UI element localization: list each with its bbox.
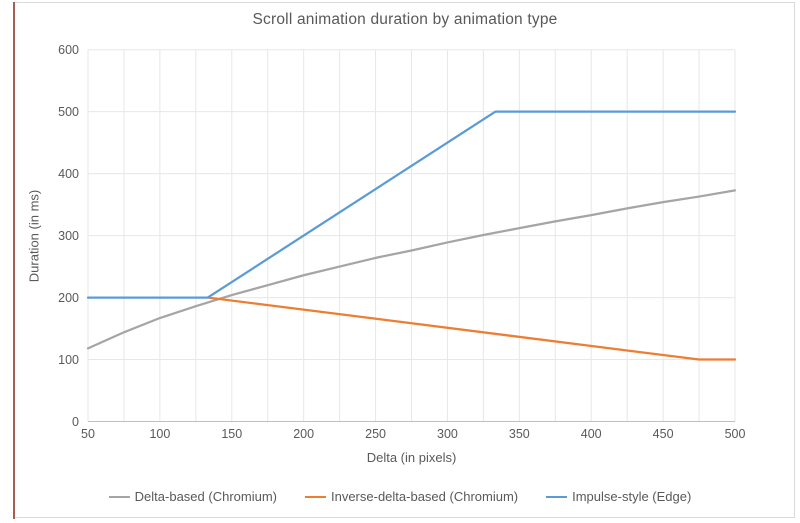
x-tick-label: 400 (581, 427, 602, 441)
y-tick-label: 100 (58, 353, 79, 367)
legend: Delta-based (Chromium) Inverse-delta-bas… (0, 489, 800, 504)
legend-item-delta-based: Delta-based (Chromium) (108, 489, 277, 504)
x-tick-label: 500 (725, 427, 746, 441)
x-tick-label: 300 (437, 427, 458, 441)
chart-title: Scroll animation duration by animation t… (252, 11, 558, 28)
x-tick-label: 250 (365, 427, 386, 441)
x-tick-label: 200 (293, 427, 314, 441)
legend-label: Impulse-style (Edge) (572, 489, 692, 504)
y-tick-label: 0 (72, 415, 79, 429)
legend-item-impulse-style: Impulse-style (Edge) (546, 489, 691, 504)
series-line-delta-based-chromium- (86, 189, 737, 350)
legend-label: Delta-based (Chromium) (134, 489, 277, 504)
x-tick-label: 450 (653, 427, 674, 441)
legend-line-swatch (546, 495, 568, 498)
x-tick-label: 100 (149, 427, 170, 441)
series-line-impulse-style-edge- (86, 110, 737, 299)
x-tick-label: 350 (509, 427, 530, 441)
y-tick-label: 200 (58, 291, 79, 305)
x-tick-label: 150 (221, 427, 242, 441)
legend-line-swatch (108, 495, 130, 498)
y-axis-title: Duration (in ms) (26, 189, 42, 283)
legend-item-inverse-delta-based: Inverse-delta-based (Chromium) (304, 489, 519, 504)
x-tick-label: 50 (81, 427, 95, 441)
legend-label: Inverse-delta-based (Chromium) (330, 489, 519, 504)
y-tick-label: 400 (58, 167, 79, 181)
y-tick-label: 600 (58, 43, 79, 57)
y-tick-label: 500 (58, 105, 79, 119)
x-axis-title: Delta (in pixels) (366, 450, 457, 465)
series-line-inverse-delta-based-chromium- (206, 296, 737, 361)
legend-line-swatch (304, 495, 326, 498)
left-accent-line (13, 2, 15, 519)
chart-frame (14, 2, 795, 518)
y-tick-label: 300 (58, 229, 79, 243)
